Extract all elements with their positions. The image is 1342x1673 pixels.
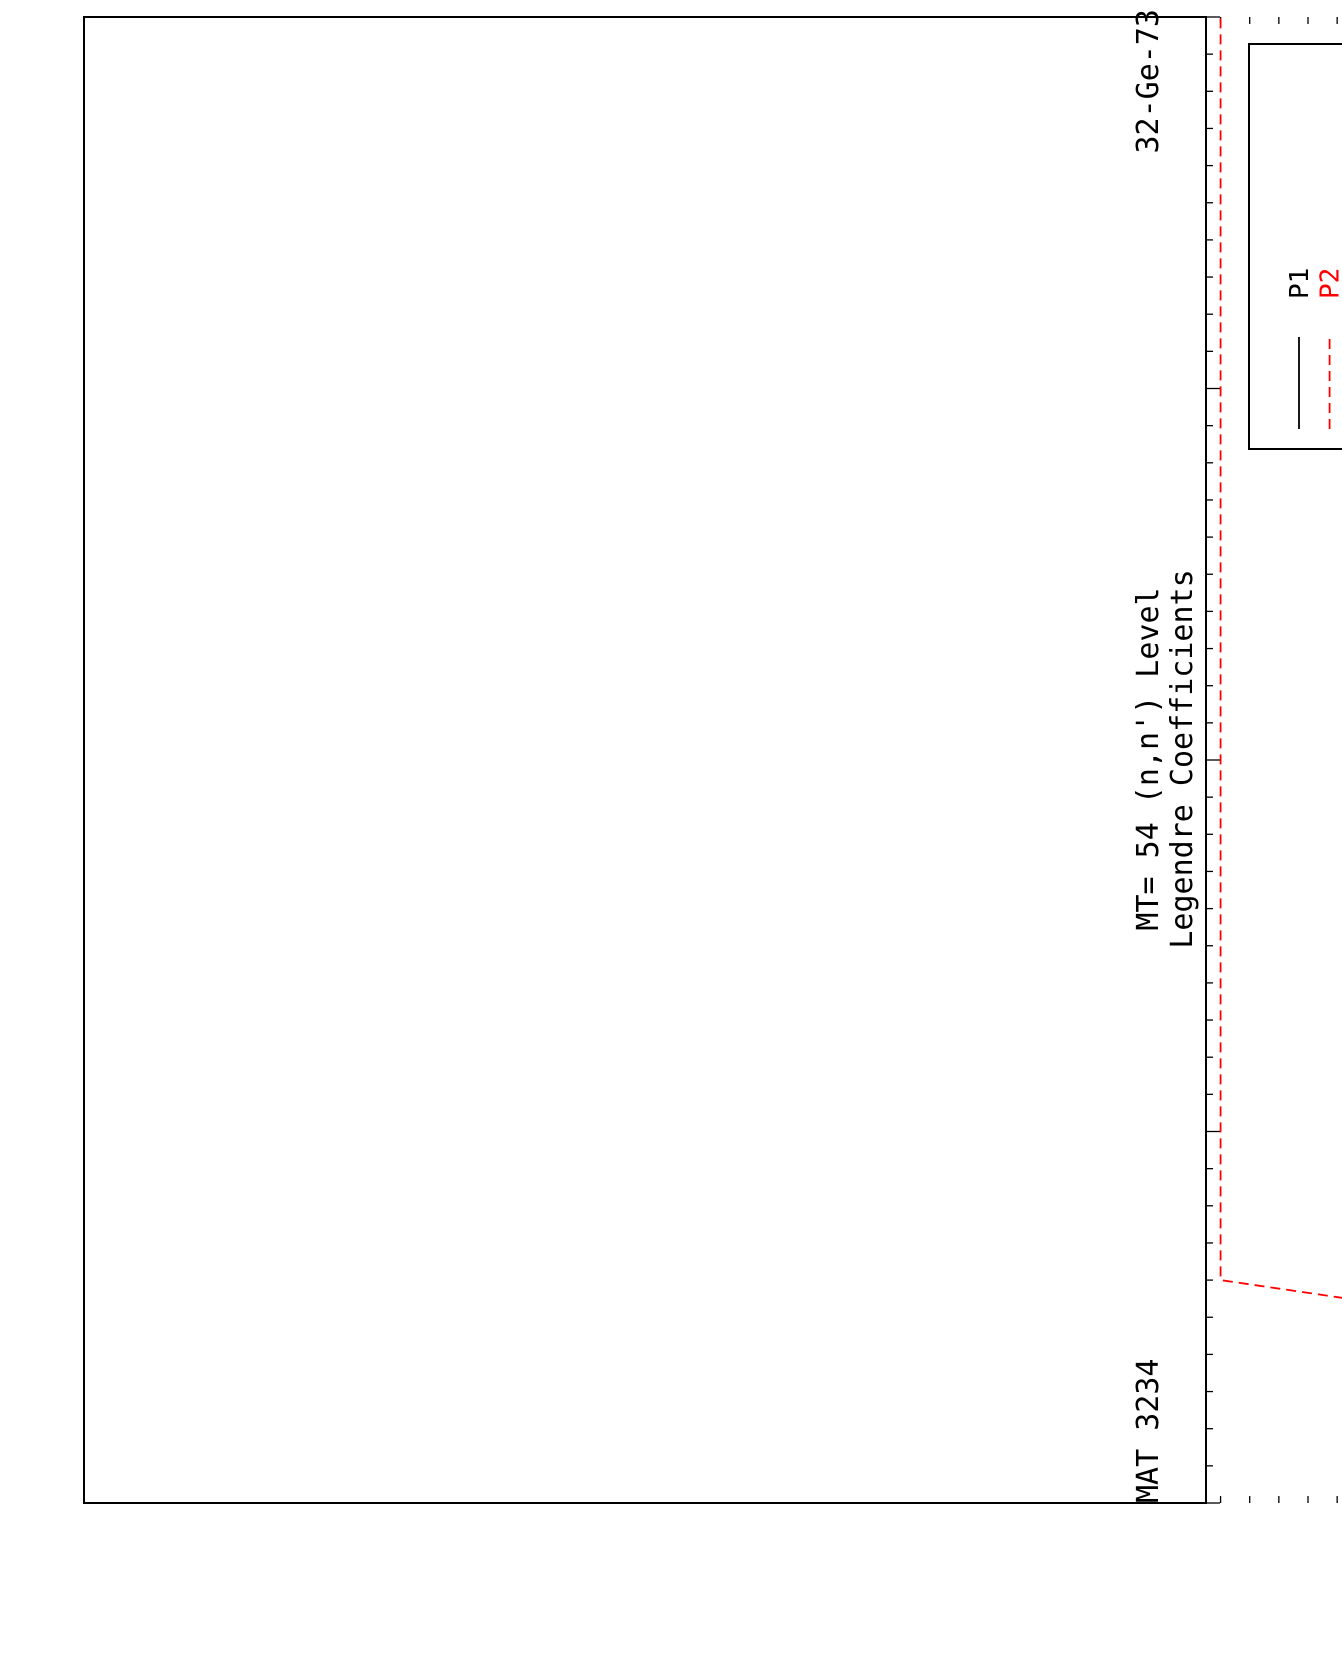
title-line-2: Legendre Coefficients <box>1165 569 1200 948</box>
legend-box <box>1248 43 1342 450</box>
mat-label: MAT 3234 <box>1131 1359 1166 1504</box>
plot-frame <box>83 16 1207 1504</box>
material-label-top: 32-Ge-73 <box>1131 9 1166 154</box>
rotated-plot: 501001502000-0.020.000.020.04Incident En… <box>1131 9 1342 1504</box>
title-line-1: MT= 54 (n,n') Level <box>1131 587 1166 930</box>
legend-label-p2: P2 <box>1316 268 1342 299</box>
legend-label-p1: P1 <box>1285 268 1315 299</box>
